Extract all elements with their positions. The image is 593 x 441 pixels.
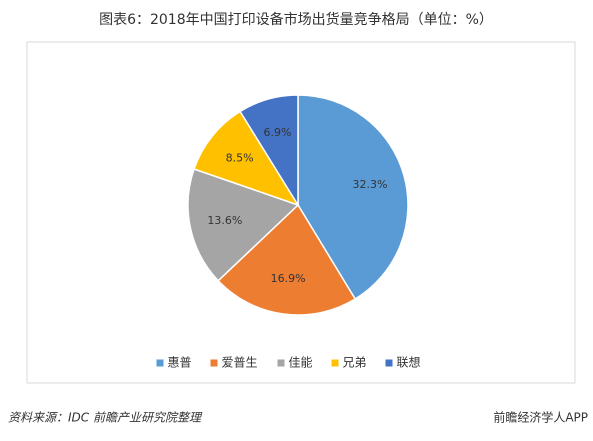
pie-slice bbox=[297, 94, 409, 301]
brand: 前瞻经济学人APP bbox=[493, 410, 588, 425]
chart-title: 图表6：2018年中国打印设备市场出货量竞争格局（单位：%） bbox=[99, 11, 493, 28]
legend-swatch bbox=[277, 359, 285, 367]
legend-swatch bbox=[385, 359, 393, 367]
pie-slice bbox=[193, 110, 300, 207]
data-label: 16.9% bbox=[271, 272, 306, 285]
legend-swatch bbox=[210, 359, 218, 367]
legend-swatch bbox=[331, 359, 339, 367]
legend-label: 兄弟 bbox=[343, 356, 367, 370]
legend-swatch bbox=[156, 359, 164, 367]
legend-label: 爱普生 bbox=[222, 356, 258, 370]
data-label: 6.9% bbox=[264, 126, 292, 139]
pie-slice bbox=[187, 168, 300, 282]
legend-label: 联想 bbox=[397, 355, 421, 370]
legend-label: 惠普 bbox=[168, 356, 192, 370]
source-note: 资料来源：IDC 前瞻产业研究院整理 bbox=[8, 411, 203, 425]
data-label: 13.6% bbox=[207, 214, 242, 227]
legend-label: 佳能 bbox=[289, 356, 313, 370]
data-label: 32.3% bbox=[353, 178, 388, 191]
data-label: 8.5% bbox=[226, 151, 254, 164]
pie-slice bbox=[217, 203, 357, 316]
pie-slice bbox=[239, 94, 299, 208]
